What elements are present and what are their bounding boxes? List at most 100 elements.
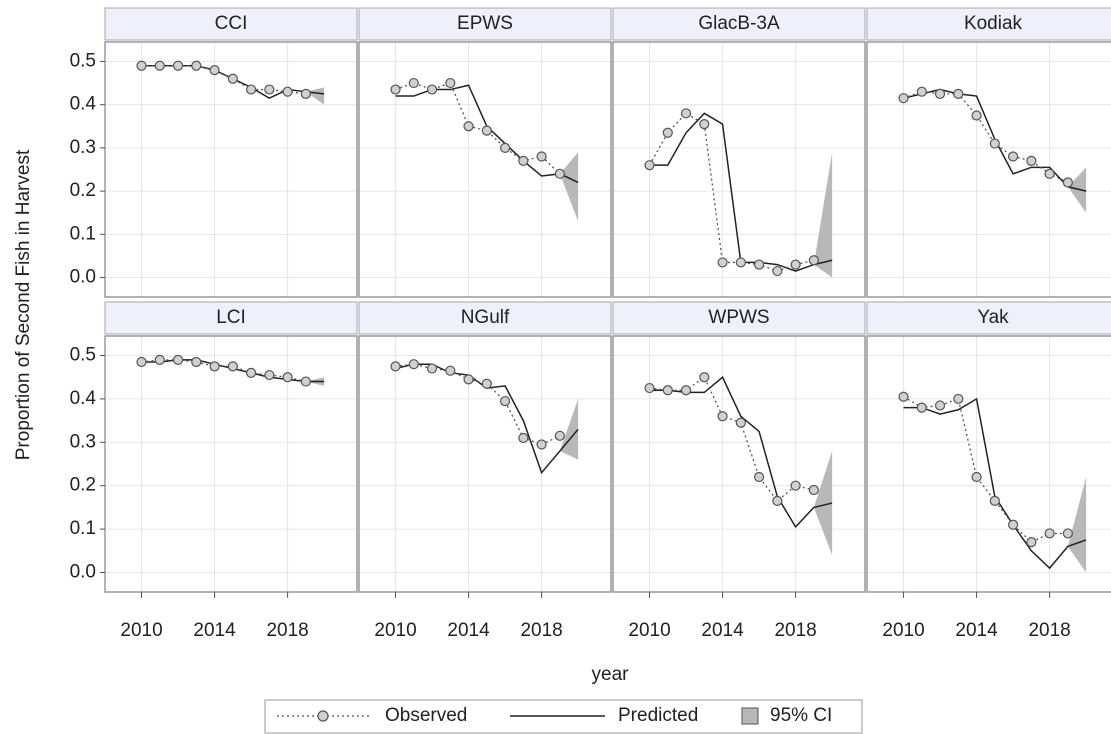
observed-point: [898, 391, 909, 402]
observed-point: [554, 430, 565, 441]
panel-header: [104, 7, 358, 41]
observed-point: [808, 255, 819, 266]
panel-title: NGulf: [461, 307, 510, 328]
observed-point: [154, 354, 165, 365]
observed-point: [644, 382, 655, 394]
observed-point: [717, 257, 728, 268]
observed-point: [753, 259, 765, 270]
observed-point: [753, 471, 765, 483]
panel-border: [104, 335, 358, 593]
observed-point: [154, 60, 165, 71]
legend-ci-swatch: [741, 707, 759, 725]
panel-bg: [867, 42, 1111, 297]
observed-point: [1044, 528, 1055, 539]
ci-band: [1067, 167, 1087, 213]
y-tick-label: 0.1: [70, 518, 96, 539]
y-axis-label: Proportion of Second Fish in Harvest: [13, 149, 34, 460]
observed-point: [717, 411, 728, 422]
observed-point: [989, 495, 1000, 506]
observed-point: [499, 395, 511, 407]
legend-label: Predicted: [618, 705, 698, 726]
panel-header: [866, 301, 1111, 335]
panel-bg: [359, 336, 611, 592]
observed-point: [644, 160, 655, 171]
observed-point: [790, 480, 801, 491]
observed-point: [209, 64, 220, 76]
observed-point: [662, 385, 673, 396]
observed-point: [699, 119, 710, 130]
legend-observed-marker: [317, 710, 329, 722]
observed-point: [227, 73, 238, 84]
legend-label: Observed: [385, 705, 467, 726]
observed-point: [898, 93, 909, 104]
observed-point: [1062, 528, 1073, 539]
observed-point: [463, 121, 474, 132]
x-tick-label: 2010: [628, 620, 670, 641]
panel-border: [866, 41, 1111, 298]
observed-point: [227, 361, 238, 372]
observed-point: [481, 125, 492, 136]
observed-point: [136, 356, 147, 368]
observed-point: [772, 265, 783, 277]
observed-point: [191, 356, 202, 368]
observed-point: [916, 402, 927, 413]
observed-point: [808, 484, 819, 496]
panel-header: [104, 301, 358, 335]
observed-point: [1044, 168, 1055, 179]
observed-point: [408, 359, 419, 370]
y-tick-label: 0.0: [70, 561, 96, 582]
panel-title: WPWS: [708, 307, 769, 328]
observed-point: [499, 142, 511, 153]
observed-point: [191, 60, 202, 71]
panel-header: [866, 7, 1111, 41]
observed-point: [989, 138, 1000, 149]
observed-point: [264, 84, 275, 95]
panel-border: [866, 335, 1111, 593]
ci-band: [1067, 477, 1087, 573]
ci-band: [813, 152, 833, 278]
observed-point: [390, 84, 401, 95]
observed-point: [971, 471, 982, 483]
observed-point: [953, 393, 964, 405]
observed-point: [245, 84, 257, 95]
x-tick-label: 2010: [882, 620, 924, 641]
panel-header: [612, 7, 866, 41]
panel-title: LCI: [216, 307, 246, 328]
y-tick-label: 0.5: [70, 50, 96, 71]
observed-point: [680, 385, 692, 396]
panel-border: [358, 41, 612, 298]
panel-border: [104, 41, 358, 298]
observed-point: [300, 376, 311, 387]
observed-line: [903, 91, 1069, 184]
observed-point: [790, 259, 801, 270]
y-tick-label: 0.3: [70, 431, 96, 452]
observed-point: [536, 439, 547, 450]
y-tick-label: 0.4: [70, 388, 97, 409]
observed-point: [390, 361, 401, 372]
panel-border: [358, 335, 612, 593]
ci-band: [559, 152, 579, 222]
panel-border: [612, 335, 866, 593]
observed-point: [245, 367, 257, 378]
observed-point: [426, 84, 438, 95]
panel-header: [358, 301, 612, 335]
legend-label: 95% CI: [770, 705, 832, 726]
observed-point: [300, 88, 311, 99]
x-tick-label: 2014: [955, 620, 998, 641]
x-tick-label: 2010: [120, 620, 162, 641]
observed-point: [518, 432, 529, 444]
observed-point: [445, 77, 456, 89]
observed-point: [518, 155, 529, 166]
panel-border: [612, 41, 866, 298]
observed-point: [971, 110, 982, 121]
observed-point: [136, 60, 147, 71]
predicted-line: [649, 376, 833, 529]
x-tick-label: 2018: [1028, 620, 1070, 641]
observed-point: [536, 151, 547, 162]
panel-title: EPWS: [457, 13, 513, 34]
y-tick-label: 0.1: [70, 223, 96, 244]
x-tick-label: 2018: [520, 620, 562, 641]
observed-point: [1026, 155, 1037, 166]
observed-point: [282, 86, 293, 97]
